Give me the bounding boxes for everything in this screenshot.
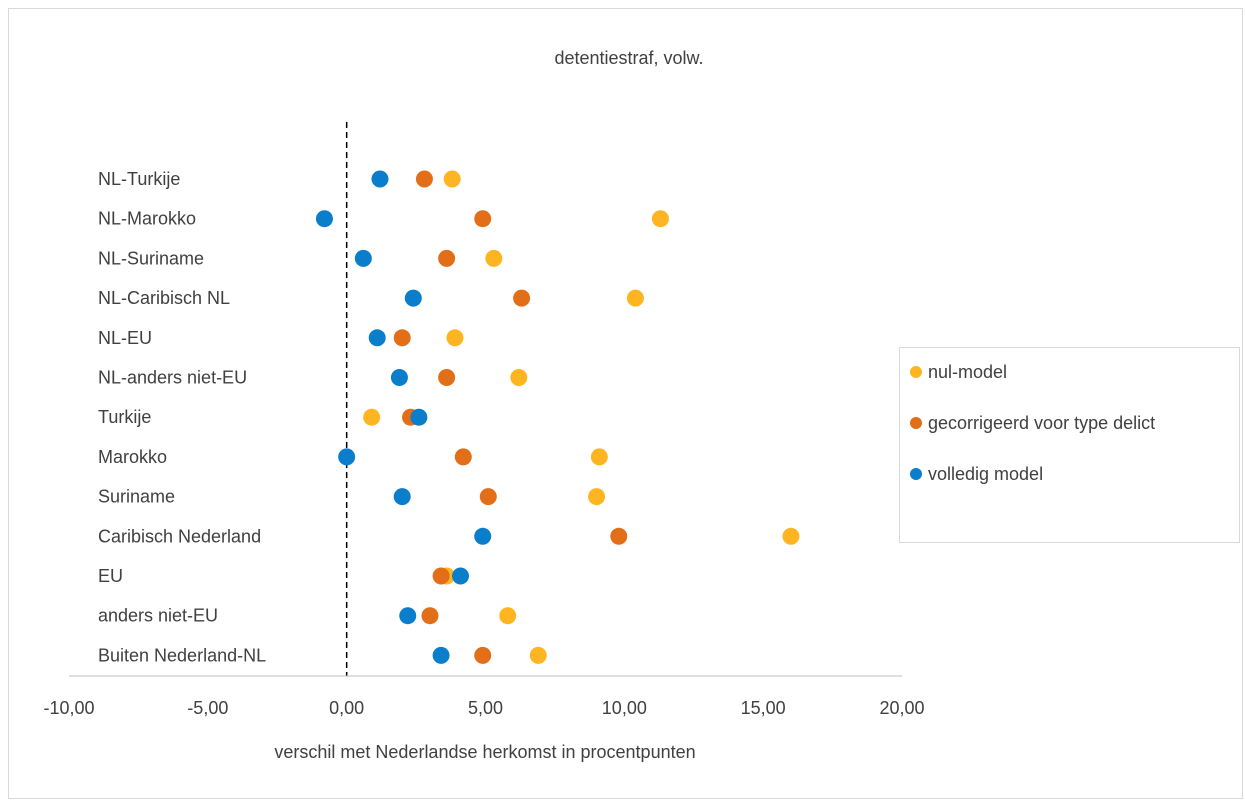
data-point [368,329,386,347]
x-axis-title: verschil met Nederlandse herkomst in pro… [274,742,695,762]
legend-marker [910,468,922,480]
category-label: NL-anders niet-EU [98,368,247,388]
x-tick-label: 20,00 [879,698,924,718]
data-point [474,527,492,545]
data-point [415,170,433,188]
category-label: NL-Caribisch NL [98,288,230,308]
data-point [626,289,644,307]
legend-item: gecorrigeerd voor type delict [910,411,1155,435]
legend-marker [910,417,922,429]
data-points [315,170,800,664]
data-point [782,527,800,545]
chart-title: detentiestraf, volw. [554,48,703,68]
data-point [479,488,497,506]
category-label: anders niet-EU [98,606,218,626]
x-tick-label: 0,00 [329,698,364,718]
data-point [404,289,422,307]
data-point [315,210,333,228]
category-label: Suriname [98,487,175,507]
data-point [485,249,503,267]
chart-plot: detentiestraf, volw. NL-Turkije NL-Marokk… [43,48,924,762]
category-label: Caribisch Nederland [98,526,261,546]
x-tick-label: 15,00 [741,698,786,718]
x-tick-label: -5,00 [187,698,228,718]
data-point [452,567,470,585]
data-point [474,210,492,228]
legend-label: nul-model [928,361,1008,382]
data-point [513,289,531,307]
category-label: NL-Turkije [98,169,180,189]
data-point [432,646,450,664]
data-point [474,646,492,664]
data-point [410,408,428,426]
category-label: NL-EU [98,328,152,348]
legend: nul-model gecorrigeerd voor type delict vo… [899,347,1240,543]
x-tick-labels: -10,00 -5,00 0,00 5,00 10,00 15,00 20,00 [43,698,924,718]
data-point [363,408,381,426]
x-tick-label: 5,00 [468,698,503,718]
data-point [354,249,372,267]
data-point [438,249,456,267]
x-tick-label: -10,00 [43,698,94,718]
data-point [438,369,456,386]
data-point [393,488,411,506]
legend-item: nul-model [910,360,1007,384]
category-label: Turkije [98,407,151,427]
legend-marker [910,366,922,378]
data-point [443,170,461,188]
data-point [446,329,464,347]
x-tick-label: 10,00 [602,698,647,718]
category-labels: NL-Turkije NL-Marokko NL-Suriname NL-Caribi… [98,169,266,665]
category-label: Marokko [98,447,167,467]
data-point [529,646,547,664]
data-point [421,607,439,625]
category-label: NL-Marokko [98,209,196,229]
data-point [499,607,517,625]
category-label: Buiten Nederland-NL [98,645,266,665]
data-point [390,369,408,386]
data-point [432,567,450,585]
data-point [588,488,606,506]
legend-item: volledig model [910,462,1043,486]
category-label: EU [98,566,123,586]
data-point [610,527,628,545]
data-point [393,329,411,347]
category-label: NL-Suriname [98,248,204,268]
chart-area: detentiestraf, volw. NL-Turkije NL-Marokk… [8,8,1243,799]
legend-label: volledig model [928,463,1044,484]
legend-label: gecorrigeerd voor type delict [928,412,1156,433]
data-point [338,448,356,466]
data-point [590,448,608,466]
data-point [371,170,389,188]
data-point [510,369,528,386]
data-point [454,448,472,466]
data-point [399,607,417,625]
data-point [651,210,669,228]
